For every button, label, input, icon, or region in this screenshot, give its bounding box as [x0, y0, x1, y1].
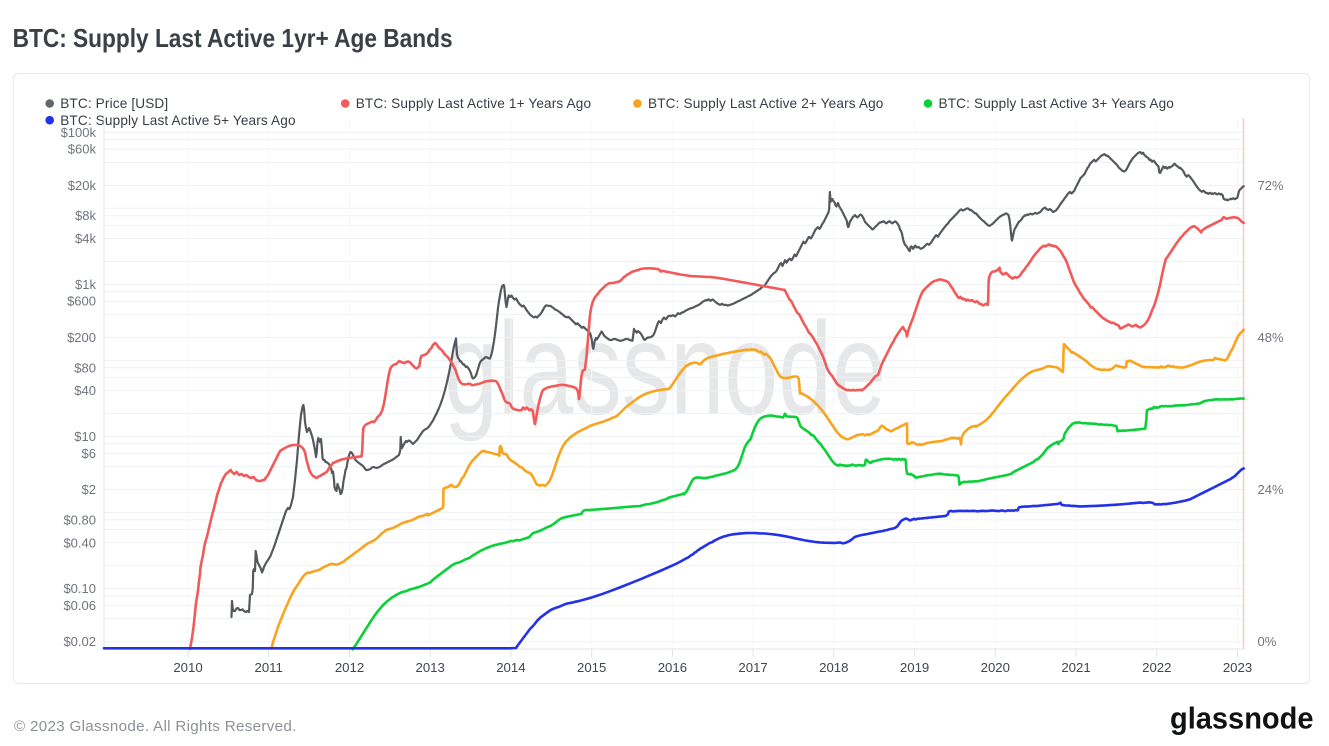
svg-text:$200: $200	[67, 330, 96, 345]
svg-text:72%: 72%	[1258, 178, 1284, 193]
svg-text:$100k: $100k	[61, 125, 97, 140]
svg-text:$6: $6	[82, 446, 96, 461]
svg-text:$0.02: $0.02	[63, 634, 96, 649]
svg-text:2018: 2018	[819, 660, 848, 675]
svg-text:2017: 2017	[738, 660, 767, 675]
svg-text:BTC: Supply Last Active 5+ Yea: BTC: Supply Last Active 5+ Years Ago	[60, 113, 296, 128]
svg-text:© 2023 Glassnode. All Rights R: © 2023 Glassnode. All Rights Reserved.	[14, 718, 297, 735]
svg-text:$0.06: $0.06	[63, 598, 96, 613]
svg-text:2022: 2022	[1142, 660, 1171, 675]
svg-text:$20k: $20k	[68, 178, 97, 193]
svg-text:2014: 2014	[496, 660, 525, 675]
svg-text:$10: $10	[74, 429, 96, 444]
svg-text:2012: 2012	[335, 660, 364, 675]
svg-text:BTC: Supply Last Active 3+ Yea: BTC: Supply Last Active 3+ Years Ago	[939, 96, 1175, 111]
svg-text:2020: 2020	[981, 660, 1010, 675]
svg-text:$2: $2	[82, 482, 96, 497]
svg-text:$600: $600	[67, 294, 96, 309]
svg-text:BTC: Supply Last Active 1+ Yea: BTC: Supply Last Active 1+ Years Ago	[356, 96, 592, 111]
svg-text:BTC: Supply Last Active 2+ Yea: BTC: Supply Last Active 2+ Years Ago	[648, 96, 884, 111]
svg-text:$80: $80	[74, 360, 96, 375]
svg-text:BTC: Supply Last Active 1yr+ A: BTC: Supply Last Active 1yr+ Age Bands	[13, 23, 453, 53]
svg-text:2023: 2023	[1223, 660, 1252, 675]
svg-text:$4k: $4k	[75, 231, 96, 246]
svg-text:2010: 2010	[173, 660, 202, 675]
svg-text:$40: $40	[74, 383, 96, 398]
svg-text:$0.10: $0.10	[63, 581, 96, 596]
svg-text:2019: 2019	[900, 660, 929, 675]
svg-text:2013: 2013	[416, 660, 445, 675]
svg-text:2011: 2011	[255, 660, 283, 675]
svg-text:2015: 2015	[577, 660, 606, 675]
svg-text:2021: 2021	[1061, 660, 1090, 675]
svg-text:$8k: $8k	[75, 208, 96, 223]
svg-text:$60k: $60k	[68, 142, 97, 157]
svg-text:$1k: $1k	[75, 277, 96, 292]
svg-text:$0.80: $0.80	[63, 512, 96, 527]
svg-text:BTC: Price [USD]: BTC: Price [USD]	[60, 96, 168, 111]
svg-text:24%: 24%	[1258, 482, 1284, 497]
svg-text:$0.40: $0.40	[63, 535, 96, 550]
svg-text:48%: 48%	[1258, 330, 1284, 345]
svg-text:glassnode: glassnode	[1170, 701, 1314, 736]
svg-text:2016: 2016	[658, 660, 687, 675]
svg-text:0%: 0%	[1258, 634, 1277, 649]
